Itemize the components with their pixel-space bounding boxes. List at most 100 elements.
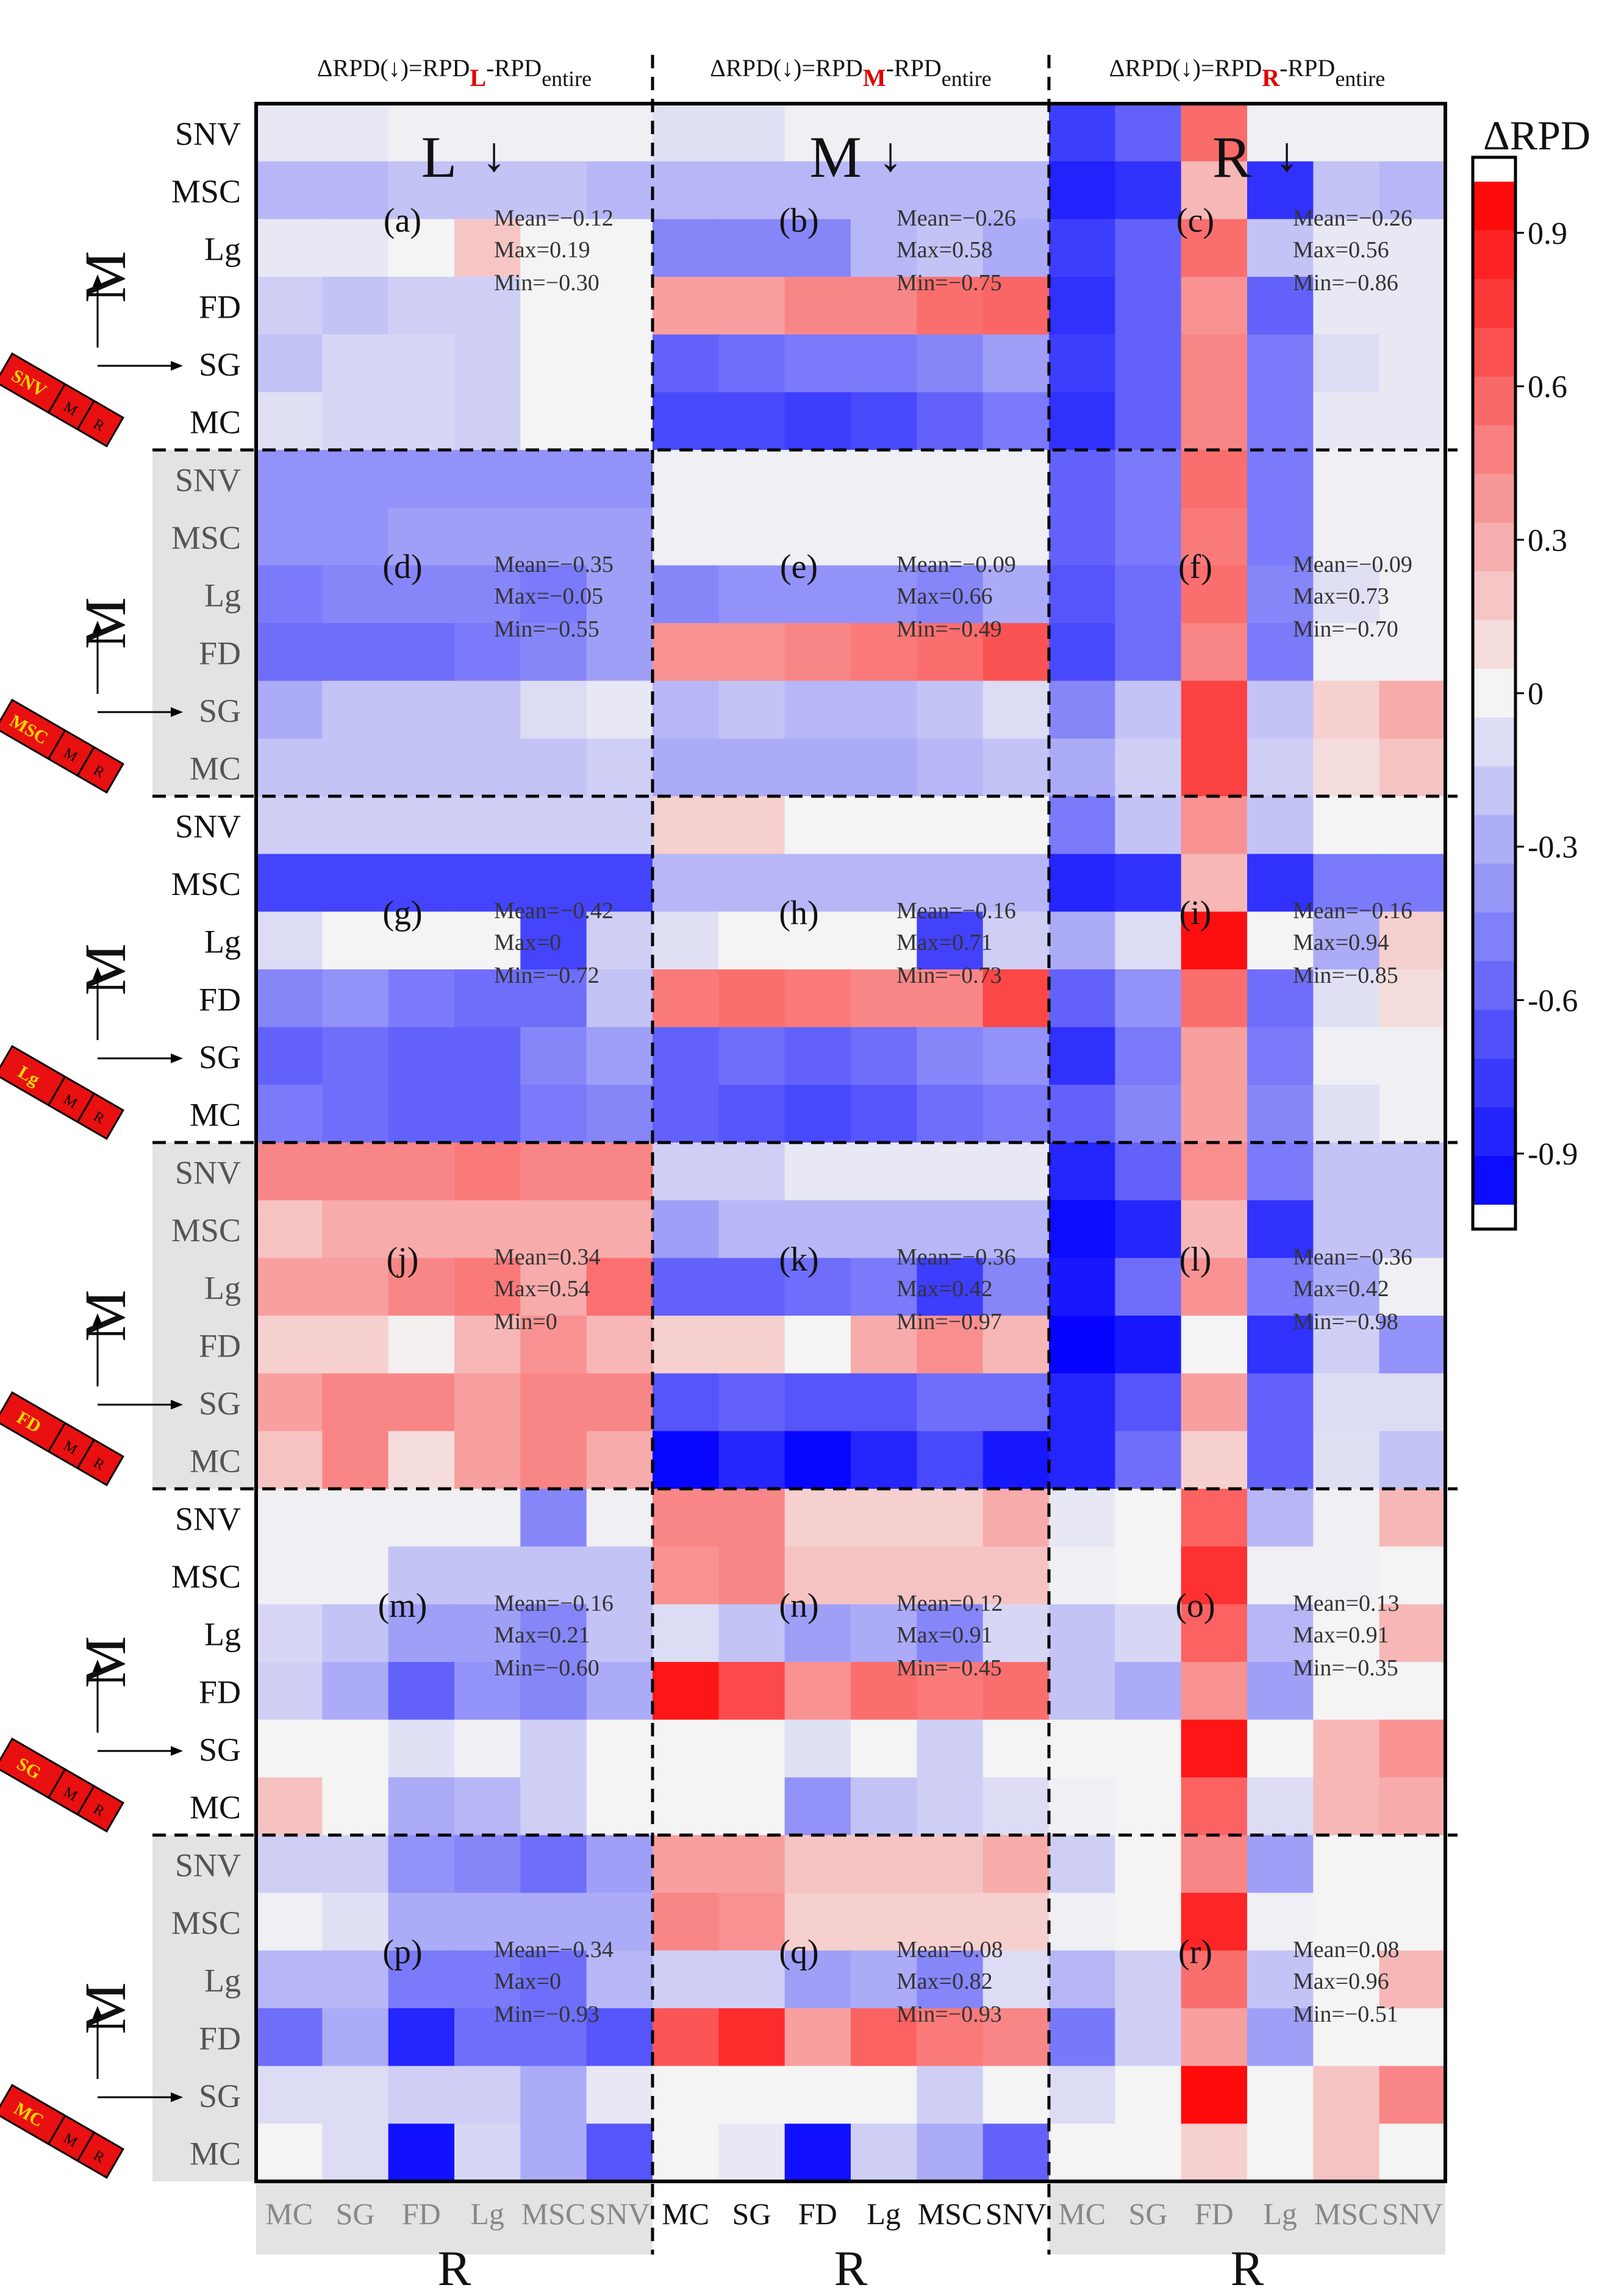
colorbar-title: ΔRPD (1483, 112, 1590, 159)
heatmap-cell (1313, 1200, 1380, 1258)
heatmap-cell (322, 796, 389, 855)
col-tick-label: MSC (1314, 2197, 1379, 2231)
col-tick-label: MC (265, 2197, 313, 2231)
panel-mean: Mean=−0.09 (1293, 552, 1412, 577)
heatmap-cell (388, 738, 455, 797)
heatmap-cell (454, 1027, 521, 1085)
heatmap-cell (1049, 911, 1115, 970)
heatmap-cell (784, 219, 851, 277)
heatmap-cell (322, 1950, 389, 2009)
big-block-label: R (1212, 124, 1251, 190)
heatmap-cell (1049, 1258, 1115, 1316)
heatmap-cell (1181, 1777, 1248, 1836)
heatmap-cell (520, 1950, 587, 2009)
heatmap-cell (322, 1835, 389, 1894)
heatmap-cell (784, 1604, 851, 1663)
heatmap-cell (784, 854, 851, 912)
heatmap-cell (388, 1892, 455, 1951)
heatmap-cell (454, 680, 521, 739)
colorbar-tick-label: 0 (1528, 677, 1544, 711)
heatmap-cell (586, 738, 653, 797)
heatmap-cell (1181, 1143, 1248, 1201)
col-block-shade (256, 2181, 653, 2255)
heatmap-cell (1313, 161, 1380, 219)
heatmap-cell (322, 1489, 389, 1547)
heatmap-cell (784, 450, 851, 508)
row-tick-label: Lg (204, 1963, 241, 1999)
row-tick-label: SNV (175, 1154, 241, 1191)
heatmap-cell (1115, 1546, 1182, 1605)
x-group-label: R (438, 2241, 471, 2296)
heatmap-cell (1049, 2066, 1115, 2124)
colorbar-tick-label: 0.9 (1528, 216, 1567, 251)
header-formula-sub2: entire (1335, 66, 1385, 91)
row-tick-label: FD (199, 635, 241, 671)
heatmap-cell (718, 911, 785, 970)
panel-min: Min=−0.85 (1293, 963, 1398, 988)
heatmap-cell (322, 1719, 389, 1778)
heatmap-cell (1181, 2066, 1248, 2124)
heatmap-cell (454, 1085, 521, 1143)
heatmap-cell (718, 277, 785, 335)
heatmap-cell (917, 1662, 984, 1720)
heatmap-cell (653, 1027, 719, 1085)
heatmap-cell (784, 796, 851, 855)
heatmap-cell (256, 1662, 323, 1720)
row-tick-label: Lg (204, 1616, 241, 1653)
heatmap-cell (917, 2008, 984, 2067)
heatmap-cell (256, 796, 323, 855)
heatmap-cell (653, 1431, 719, 1489)
heatmap-cell (1115, 277, 1182, 335)
heatmap-cell (718, 969, 785, 1028)
heatmap-cell (851, 1085, 917, 1143)
heatmap-cell (1049, 2008, 1115, 2067)
heatmap-cell (322, 854, 389, 912)
heatmap-cell (586, 1950, 653, 2009)
colorbar-swatch (1473, 182, 1515, 231)
heatmap-cell (1049, 219, 1115, 277)
heatmap-cell (982, 1373, 1050, 1431)
heatmap-cell (322, 969, 389, 1028)
heatmap-cell (388, 969, 455, 1028)
heatmap-cell (851, 1719, 917, 1778)
y-group-label: M (73, 1636, 138, 1688)
heatmap-cell (1313, 1719, 1380, 1778)
heatmap-cell (520, 1662, 587, 1720)
heatmap-cell (917, 969, 984, 1028)
heatmap-cell (520, 2123, 587, 2182)
bar-divider (48, 1076, 66, 1106)
heatmap-cell (256, 104, 323, 162)
heatmap-cell (1379, 680, 1446, 739)
bar-divider (76, 1093, 95, 1123)
panel-label: (a) (384, 202, 421, 240)
big-block-label: L (421, 124, 457, 190)
heatmap-cell (520, 969, 587, 1028)
heatmap-cell (388, 2123, 455, 2182)
heatmap-cell (454, 1546, 521, 1605)
heatmap-cell (322, 1373, 389, 1431)
panel-mean: Mean=−0.26 (896, 205, 1016, 231)
heatmap-cell (256, 1316, 323, 1374)
heatmap-cell (718, 1950, 785, 2009)
panel-min: Min=−0.55 (494, 616, 599, 642)
panel-min: Min=−0.51 (1293, 2002, 1398, 2027)
heatmap-cell (1181, 623, 1248, 682)
heatmap-cell (520, 1892, 587, 1951)
heatmap-cell (520, 1316, 587, 1374)
heatmap-cell (1379, 2066, 1446, 2124)
heatmap-cell (454, 1604, 521, 1663)
heatmap-cell (454, 277, 521, 335)
heatmap-cell (1247, 2123, 1314, 2182)
heatmap-cell (388, 796, 455, 855)
colorbar-swatch (1473, 571, 1515, 621)
heatmap-cell (1181, 219, 1248, 277)
heatmap-cell (1115, 969, 1182, 1028)
heatmap-cell (1115, 1777, 1182, 1836)
heatmap-cell (322, 1662, 389, 1720)
heatmap-cell (917, 911, 984, 970)
heatmap-cell (1181, 1604, 1248, 1663)
panel-label: (h) (779, 894, 818, 932)
row-tick-label: Lg (204, 577, 241, 614)
bar-body (0, 2083, 124, 2179)
colorbar-swatch (1473, 766, 1515, 816)
